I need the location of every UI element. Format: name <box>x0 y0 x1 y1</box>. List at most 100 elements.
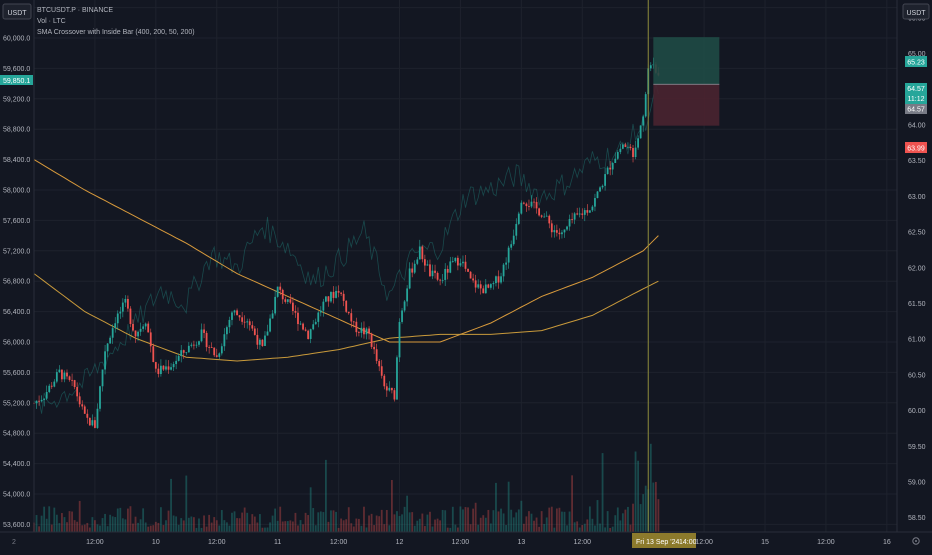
stop-zone[interactable] <box>653 84 720 126</box>
volume-bar <box>533 520 535 532</box>
volume-bar <box>611 526 614 532</box>
candle-body <box>264 335 266 346</box>
candle-body <box>421 246 424 260</box>
candle-body <box>553 230 556 233</box>
candle-body <box>469 271 472 279</box>
candlesticks <box>33 57 660 429</box>
volume-bar <box>241 512 244 532</box>
candle-body <box>614 158 617 163</box>
volume-bar <box>160 507 162 532</box>
volume-bar <box>238 518 241 532</box>
volume-bar <box>294 512 297 532</box>
target-zone[interactable] <box>653 37 720 85</box>
candle-body <box>429 264 431 277</box>
candle-body <box>139 328 142 332</box>
volume-bar <box>228 525 231 532</box>
candle-body <box>147 323 150 333</box>
left-currency-button[interactable] <box>2 3 32 20</box>
volume-bar <box>208 514 211 532</box>
candle-body <box>456 257 459 266</box>
volume-bar <box>61 513 63 532</box>
volume-bar <box>251 514 254 532</box>
settings-icon[interactable] <box>912 537 920 545</box>
candle-body <box>596 191 599 199</box>
candle-body <box>616 152 619 159</box>
right-tick-label: 60.00 <box>908 408 926 415</box>
ltc-overlay-line <box>33 84 659 414</box>
left-tick-label: 57,200.0 <box>3 248 30 255</box>
volume-bar <box>180 518 183 532</box>
volume-bar <box>195 527 198 532</box>
volume-bar <box>624 509 627 532</box>
candle-body <box>121 302 124 312</box>
volume-bar <box>373 525 376 532</box>
volume-bar <box>634 451 637 532</box>
candle-body <box>507 247 510 263</box>
right-currency-button[interactable] <box>902 3 930 20</box>
candle-body <box>467 268 469 272</box>
volume-bar <box>454 524 457 532</box>
volume-bar <box>629 524 632 532</box>
entry-price-badge <box>905 104 927 114</box>
right-tick-label: 59.00 <box>908 480 926 487</box>
candle-body <box>43 398 46 400</box>
time-tick-label: 12:00 <box>695 539 713 546</box>
candle-body <box>276 286 279 297</box>
volume-bar <box>106 526 109 532</box>
volume-bar <box>489 523 492 532</box>
candle-body <box>464 261 467 269</box>
corner-label[interactable]: 2 <box>12 539 16 546</box>
volume-bar <box>193 517 195 532</box>
target-price-badge <box>905 56 927 67</box>
candle-body <box>165 366 167 370</box>
candle-body <box>187 345 190 353</box>
volume-bar <box>200 527 203 532</box>
candle-body <box>213 347 216 356</box>
volume-bar <box>162 525 165 532</box>
volume-bar <box>352 526 355 532</box>
left-price-axis[interactable]: 53,600.0 54,000.0 54,400.0 54,800.0 55,200.0… <box>3 5 30 529</box>
candle-body <box>190 344 193 346</box>
volume-bar <box>94 520 96 532</box>
candle-body <box>81 404 84 407</box>
indicator-legend[interactable]: SMA Crossover with Inside Bar (400, 200,… <box>37 29 195 36</box>
candle-body <box>205 332 208 348</box>
candle-body <box>134 330 137 337</box>
candle-body <box>76 387 79 397</box>
volume-bar <box>639 504 642 532</box>
volume-bar <box>596 500 599 532</box>
candle-body <box>73 380 76 388</box>
volume-bar <box>561 511 563 532</box>
volume-bar <box>449 527 452 532</box>
symbol-legend[interactable]: BTCUSDT.P · BINANCE <box>37 7 113 14</box>
volume-bar <box>111 516 114 532</box>
volume-bar <box>416 520 419 532</box>
candle-body <box>218 353 221 357</box>
candle-body <box>94 420 96 428</box>
time-tick-label: 15 <box>761 539 769 546</box>
volume-bar <box>124 519 127 532</box>
candle-body <box>380 366 383 376</box>
candle-body <box>347 311 350 314</box>
volume-legend[interactable]: Vol · LTC <box>37 18 66 25</box>
candle-body <box>505 262 508 265</box>
candle-body <box>50 385 53 387</box>
cursor-time: 14:00 <box>679 539 697 546</box>
left-tick-label: 58,800.0 <box>3 127 30 134</box>
volume-bar <box>165 520 167 532</box>
candle-body <box>439 279 442 281</box>
volume-bar <box>99 525 101 532</box>
volume-bar <box>408 512 411 532</box>
right-tick-label: 60.50 <box>908 372 926 379</box>
volume-bar <box>286 521 289 532</box>
candle-body <box>294 310 297 313</box>
left-tick-label: 54,000.0 <box>3 492 30 499</box>
candle-body <box>152 346 155 363</box>
left-tick-label: 60,000.0 <box>3 36 30 43</box>
volume-bar <box>324 459 327 532</box>
time-tick-label: 10 <box>152 539 160 546</box>
volume-bar <box>604 527 607 532</box>
right-currency-label: USDT <box>906 10 926 17</box>
volume-bar <box>375 515 378 532</box>
